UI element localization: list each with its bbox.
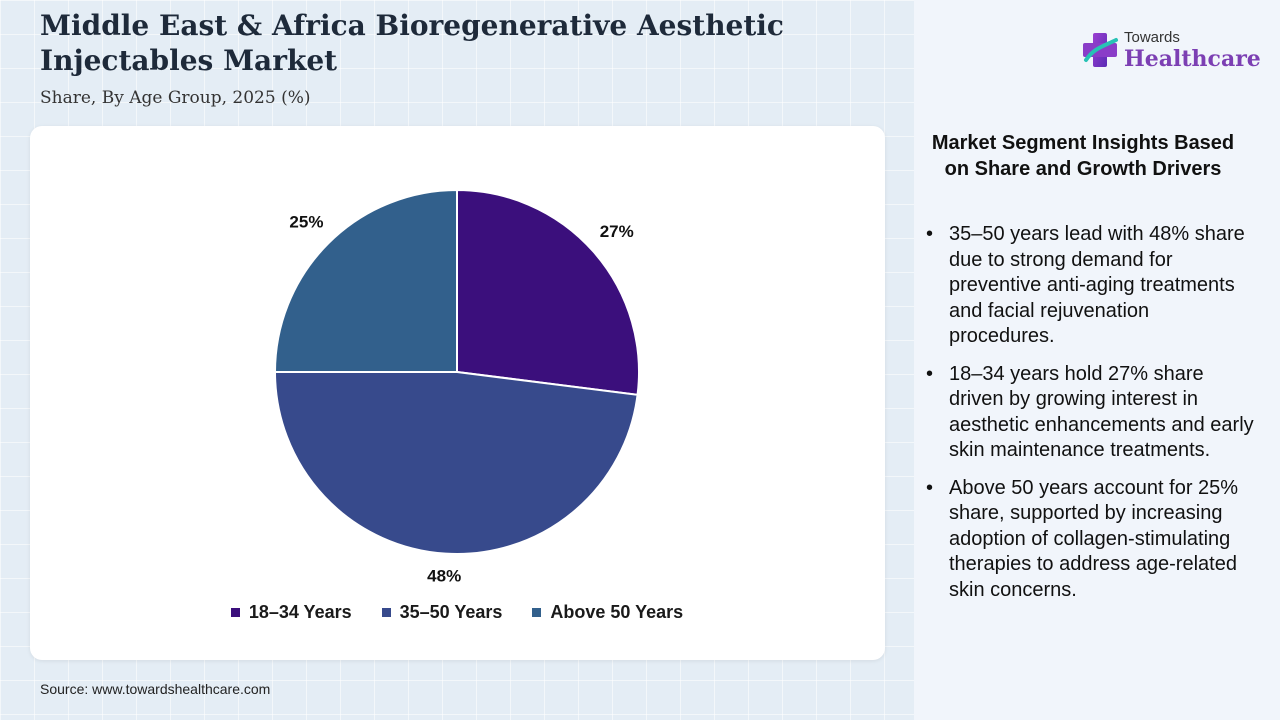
pie-slice-above-50 [273, 188, 458, 373]
legend-label-above-50: Above 50 Years [550, 602, 684, 622]
legend-item-35-50: 35–50 Years [381, 602, 503, 623]
legend-label-35-50: 35–50 Years [399, 602, 503, 622]
slice-label-above-50: 25% [289, 212, 323, 231]
chart-subtitle: Share, By Age Group, 2025 (%) [40, 88, 311, 108]
legend-item-above-50: Above 50 Years [532, 602, 683, 623]
insight-item: Above 50 years account for 25% share, su… [924, 476, 1254, 604]
legend-swatch-18-34 [230, 608, 240, 617]
plus-cross-icon [1083, 33, 1118, 67]
brand-logo: Towards Healthcare [1080, 28, 1261, 78]
brand-main-text: Healthcare [1124, 46, 1261, 72]
insights-list: 35–50 years lead with 48% share due to s… [924, 222, 1254, 615]
legend-swatch-35-50 [381, 608, 391, 617]
slice-label-18-34: 27% [600, 222, 634, 241]
insight-item: 35–50 years lead with 48% share due to s… [924, 222, 1254, 350]
pie-slice-18-34 [456, 188, 640, 396]
chart-card: 27% 48% 25% 18–34 Years 35–50 Years Above … [30, 126, 885, 660]
chart-title: Middle East & Africa Bioregenerative Aes… [40, 9, 784, 77]
insights-title: Market Segment Insights Based on Share a… [931, 132, 1235, 180]
chart-legend: 18–34 Years 35–50 Years Above 50 Years [0, 602, 918, 623]
brand-top-text: Towards [1124, 29, 1180, 46]
pie-slice-35-50 [273, 371, 639, 555]
insight-item: 18–34 years hold 27% share driven by gro… [924, 362, 1254, 464]
legend-label-18-34: 18–34 Years [248, 602, 352, 622]
pie-chart: 27% 48% 25% [273, 188, 640, 585]
source-note: Source: www.towardshealthcare.com [40, 681, 271, 697]
legend-swatch-above-50 [532, 608, 542, 617]
legend-item-18-34: 18–34 Years [230, 602, 352, 623]
slice-label-35-50: 48% [427, 566, 461, 585]
